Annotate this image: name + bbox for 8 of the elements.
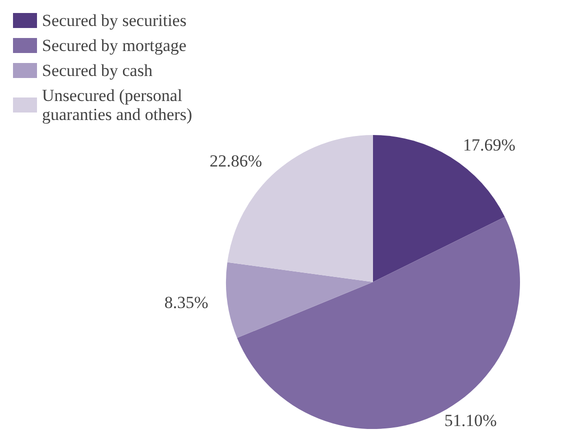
data-label: 22.86%: [210, 151, 262, 170]
legend-label: Secured by mortgage: [42, 36, 186, 55]
legend-label: Secured by securities: [42, 11, 186, 30]
legend-label: Unsecured (personal guaranties and others): [42, 86, 192, 124]
data-label: 51.10%: [444, 411, 497, 430]
data-label: 8.35%: [164, 293, 208, 312]
legend-label: Secured by cash: [42, 61, 153, 80]
data-label: 17.69%: [462, 136, 516, 155]
